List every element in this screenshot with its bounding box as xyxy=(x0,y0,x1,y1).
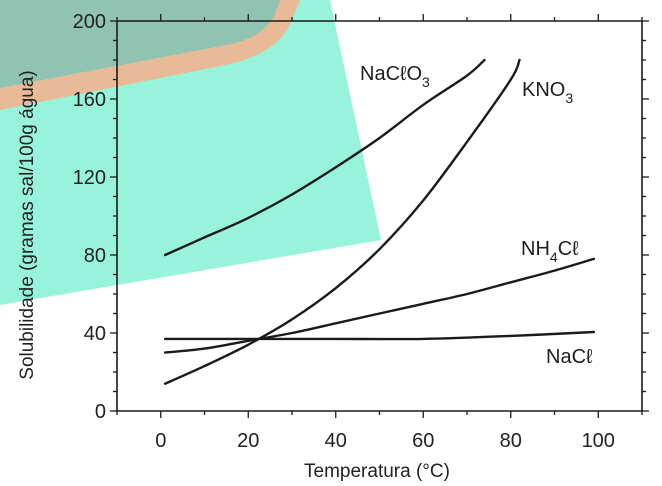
y-tick-label: 160 xyxy=(73,89,106,111)
decorative-overlay xyxy=(0,0,381,305)
x-tick-label: 20 xyxy=(237,430,259,452)
y-tick-label: 40 xyxy=(84,323,106,345)
x-tick-label: 0 xyxy=(155,430,166,452)
x-axis-title: Temperatura (°C) xyxy=(304,461,450,482)
series-label-naclo3: NaCℓO3 xyxy=(360,63,430,90)
x-tick-label: 40 xyxy=(325,430,347,452)
y-tick-label: 120 xyxy=(73,167,106,189)
series-labels: NaCℓO3 KNO3 NH4Cℓ NaCℓ xyxy=(360,63,593,368)
y-axis-title: Solubilidade (gramas sal/100g água) xyxy=(17,70,38,379)
y-tick-label: 200 xyxy=(73,11,106,33)
x-tick-label: 60 xyxy=(412,430,434,452)
y-tick-label: 80 xyxy=(84,245,106,267)
x-tick-label: 80 xyxy=(500,430,522,452)
series-label-kno3: KNO3 xyxy=(522,79,573,106)
x-tick-label: 100 xyxy=(582,430,615,452)
series-label-nacl: NaCℓ xyxy=(546,346,593,368)
series-line-nacl xyxy=(165,332,594,339)
y-tick-label: 0 xyxy=(95,401,106,423)
series-label-nh4cl: NH4Cℓ xyxy=(521,238,579,265)
